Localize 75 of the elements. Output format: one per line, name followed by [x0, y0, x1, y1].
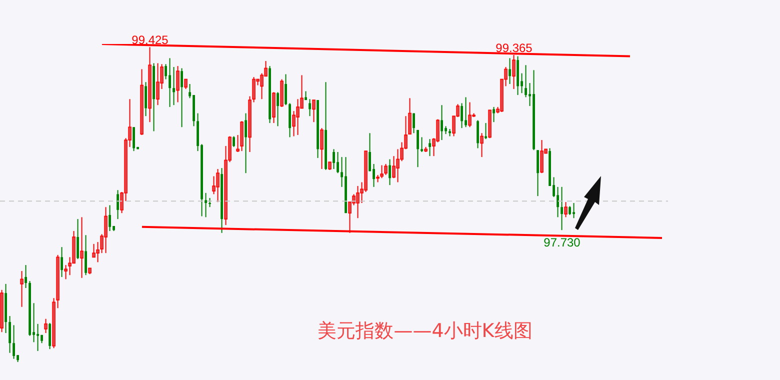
candlestick	[172, 66, 175, 106]
candlestick	[396, 148, 400, 183]
candlestick	[296, 98, 300, 136]
candlestick	[488, 110, 492, 139]
candlestick	[232, 136, 235, 148]
annotation: 99.425	[132, 33, 169, 48]
candlestick	[572, 202, 575, 219]
candlestick	[176, 66, 180, 103]
candlestick	[156, 62, 160, 106]
candlestick	[388, 158, 391, 186]
candlestick	[216, 168, 220, 203]
candlestick	[468, 102, 472, 128]
annotation: 99.365	[496, 41, 533, 56]
candlestick	[140, 68, 144, 136]
candlestick	[8, 316, 11, 354]
candlestick	[92, 243, 96, 258]
candlestick	[0, 289, 4, 333]
candlestick	[336, 151, 339, 174]
candlestick	[272, 92, 276, 124]
candlestick	[540, 140, 544, 174]
candlestick	[428, 138, 431, 157]
candlestick	[384, 163, 388, 176]
text: 美元指数——4小时K线图	[316, 319, 534, 344]
candlestick	[288, 102, 291, 138]
candlestick	[412, 112, 415, 134]
candlestick	[60, 246, 63, 278]
candlestick	[320, 128, 324, 170]
candlestick	[420, 136, 423, 152]
candlestick	[524, 64, 527, 98]
candlestick	[312, 100, 316, 123]
candlestick	[280, 78, 284, 108]
candlestick	[464, 96, 467, 128]
candlestick	[380, 164, 384, 179]
candlestick	[48, 322, 51, 350]
candlestick	[284, 74, 287, 106]
candlestick	[84, 234, 87, 276]
candlestick	[104, 206, 108, 254]
candlestick	[308, 98, 311, 117]
candlestick	[144, 82, 147, 117]
candlestick	[168, 58, 171, 108]
candlestick	[76, 218, 79, 260]
candlestick	[276, 92, 279, 127]
candlestick	[132, 126, 135, 152]
candlestick	[36, 323, 39, 352]
candlestick	[80, 216, 84, 278]
candlestick	[492, 106, 495, 123]
candlestick	[356, 186, 360, 219]
candlestick	[212, 176, 216, 195]
candlestick	[508, 58, 511, 84]
annotation: 97.730	[544, 236, 581, 250]
candlestick	[12, 324, 15, 360]
candlestick	[480, 132, 484, 158]
candlestick	[392, 156, 396, 179]
candlestick	[292, 110, 296, 137]
candlestick	[204, 192, 207, 218]
candlestick	[24, 264, 27, 289]
candlestick	[536, 150, 539, 197]
candlestick	[560, 186, 563, 231]
candlestick	[64, 264, 68, 280]
candlestick	[440, 104, 443, 141]
candlestick	[556, 186, 559, 218]
candlestick	[180, 68, 183, 128]
candlestick	[208, 197, 211, 208]
candlestick	[184, 78, 188, 90]
candlestick	[476, 120, 479, 149]
candlestick	[460, 102, 463, 129]
candlestick	[244, 112, 247, 174]
candlestick	[332, 148, 335, 170]
candlestick	[240, 120, 244, 152]
candlestick	[564, 202, 568, 218]
candlestick	[44, 318, 48, 334]
candlestick	[116, 190, 119, 220]
candlestick	[20, 270, 24, 308]
candlestick	[416, 129, 419, 168]
candlestick	[108, 204, 111, 232]
